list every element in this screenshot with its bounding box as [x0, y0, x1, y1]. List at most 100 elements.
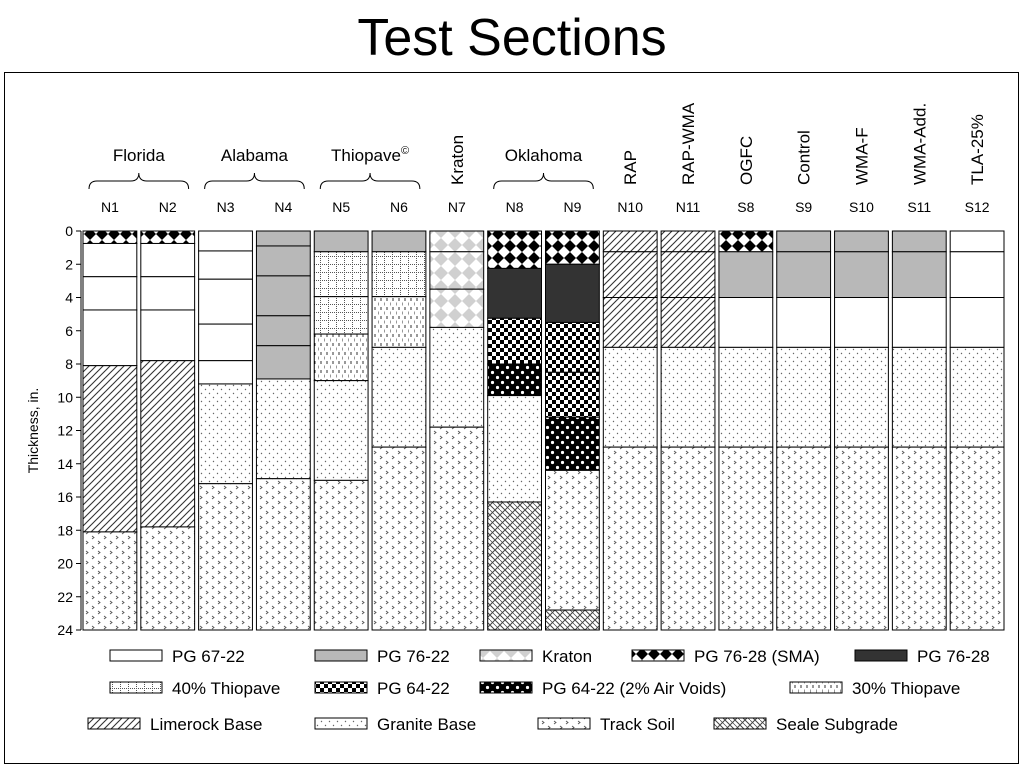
section-bar-n8: [487, 230, 542, 631]
section-label-s9: S9: [795, 199, 812, 215]
page-title: Test Sections: [357, 9, 667, 67]
layer-s9-pg6722: [776, 297, 832, 348]
y-tick-label: 2: [65, 256, 73, 272]
section-label-s8: S8: [737, 199, 754, 215]
layer-n11-track: [660, 446, 716, 631]
section-bar-n7: [429, 230, 485, 631]
layer-n2-pg6722: [140, 309, 196, 362]
layer-n10-track: [602, 446, 658, 631]
y-tick-label: 14: [57, 456, 73, 472]
section-bar-n1: [82, 230, 138, 631]
legend-label-seale: Seale Subgrade: [776, 715, 898, 734]
legend-label-thio30: 30% Thiopave: [852, 679, 960, 698]
legend-label-kraton: Kraton: [542, 647, 592, 666]
layer-n3-pg6722: [198, 250, 253, 280]
legend-label-granite: Granite Base: [377, 715, 476, 734]
layer-n11-limerock: [660, 297, 716, 348]
layer-n8-pg6422av: [487, 363, 542, 397]
section-label-n8: N8: [506, 199, 524, 215]
group-label-oklahoma: Oklahoma: [505, 146, 583, 165]
y-tick-label: 20: [57, 556, 73, 572]
section-label-n6: N6: [390, 199, 408, 215]
legend-item-pg-76-28-sma: PG 76-28 (SMA): [631, 647, 820, 666]
layer-s10-pg7622: [834, 230, 889, 253]
layer-n8-pg6422: [487, 317, 542, 365]
layer-n7-track: [429, 426, 485, 631]
layer-s9-pg7622: [776, 251, 832, 298]
layer-n7-granite: [429, 326, 485, 428]
legend-item-pg-76-22: PG 76-22: [314, 647, 450, 666]
layer-n9-pg6422: [545, 321, 600, 373]
group-brace-oklahoma: [493, 172, 594, 190]
group-brace-florida: [88, 172, 190, 190]
layer-s12-granite: [949, 346, 1005, 448]
layer-s8-pg7622: [718, 251, 774, 298]
legend-item-seale-subgrade: Seale Subgrade: [713, 715, 898, 734]
layer-n9-pg6422: [545, 371, 600, 418]
section-label-s10: S10: [849, 199, 874, 215]
section-bar-s10: [834, 230, 889, 631]
legend-item-30-thiopave: 30% Thiopave: [789, 679, 960, 698]
layer-s11-pg7622: [891, 230, 947, 253]
section-label-s12: S12: [965, 199, 990, 215]
legend-swatch-track: [537, 717, 591, 730]
section-bar-s12: [949, 230, 1005, 631]
layer-s11-pg7622: [891, 251, 947, 298]
chart-frame: [4, 72, 1019, 764]
layer-n3-granite: [198, 383, 253, 485]
y-tick-label: 0: [65, 223, 73, 239]
legend-item-track-soil: Track Soil: [537, 715, 675, 734]
layer-n10-limerock: [602, 230, 658, 253]
legend-item-pg-64-22-2-air-voids: PG 64-22 (2% Air Voids): [479, 679, 726, 698]
layer-s12-track: [949, 446, 1005, 631]
layer-n6-granite: [371, 346, 427, 448]
layer-n2-track: [140, 526, 196, 631]
section-label-n7: N7: [448, 199, 466, 215]
group-label-kraton: Kraton: [448, 135, 467, 185]
legend-item-pg-64-22: PG 64-22: [314, 679, 450, 698]
layer-s8-sma: [718, 230, 774, 253]
legend-item-kraton: Kraton: [479, 647, 592, 666]
layer-s10-pg6722: [834, 297, 889, 348]
legend-swatch-sma: [631, 649, 685, 662]
layer-s9-pg7622: [776, 230, 832, 253]
group-label-rap: RAP: [621, 150, 640, 185]
group-label-tla-25: TLA-25%: [968, 114, 987, 185]
legend-item-limerock-base: Limerock Base: [87, 715, 262, 734]
layer-s8-track: [718, 446, 774, 631]
section-bar-n11: [660, 230, 716, 631]
layer-n7-kraton: [429, 230, 485, 253]
layer-n4-granite: [255, 378, 311, 480]
group-label-ogfc: OGFC: [737, 136, 756, 185]
legend-item-pg-76-28: PG 76-28: [854, 647, 990, 666]
layer-n4-pg7622: [255, 315, 311, 347]
section-bar-n3: [198, 230, 253, 631]
legend-swatch-granite: [314, 717, 368, 730]
group-label-wma-add: WMA-Add.: [910, 103, 929, 185]
y-tick-label: 22: [57, 589, 73, 605]
legend-label-pg7622: PG 76-22: [377, 647, 450, 666]
y-tick-label: 18: [57, 522, 73, 538]
layer-n5-pg7622: [313, 230, 369, 253]
layer-n5-thio30: [313, 333, 369, 382]
layer-n10-limerock: [602, 251, 658, 298]
legend-swatch-pg7622: [314, 649, 368, 662]
legend-label-track: Track Soil: [600, 715, 675, 734]
y-tick-label: 6: [65, 323, 73, 339]
legend-label-pg6422: PG 64-22: [377, 679, 450, 698]
layer-s9-granite: [776, 346, 832, 448]
layer-n4-pg7622: [255, 230, 311, 247]
layer-n1-sma: [82, 230, 138, 244]
legend-swatch-thio30: [789, 681, 843, 694]
section-bar-n10: [602, 230, 658, 631]
layer-n2-limerock: [140, 360, 196, 528]
layer-n3-pg6722: [198, 323, 253, 362]
layer-n9-pg7628: [545, 263, 600, 323]
y-tick-label: 8: [65, 356, 73, 372]
layer-n4-pg7622: [255, 275, 311, 317]
legend-label-pg7628: PG 76-28: [917, 647, 990, 666]
layer-n3-track: [198, 483, 253, 631]
legend-swatch-pg6422av: [479, 681, 533, 694]
section-label-n4: N4: [274, 199, 292, 215]
layer-n1-pg6722: [82, 242, 138, 278]
